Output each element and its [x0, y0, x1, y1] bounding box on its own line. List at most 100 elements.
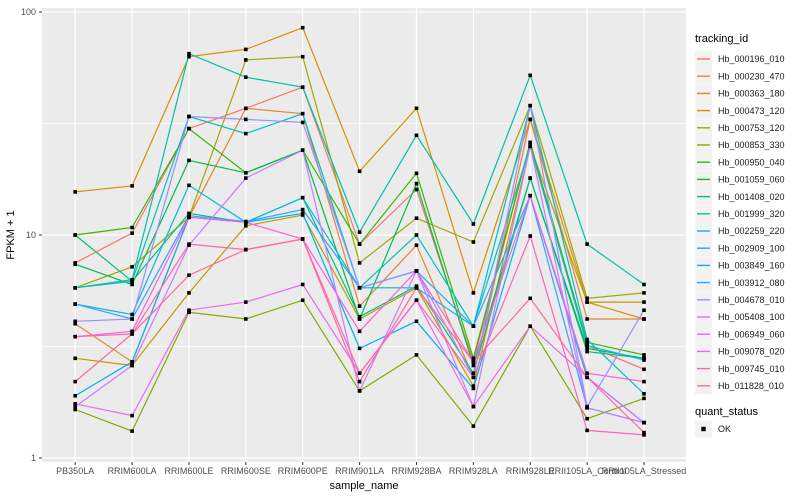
- data-point: [357, 317, 362, 321]
- legend-label: Hb_001408_020: [718, 192, 785, 202]
- legend-label: Hb_000230_470: [718, 71, 785, 81]
- legend-label: Hb_011828_010: [718, 381, 784, 391]
- data-point: [471, 222, 476, 226]
- legend-label: Hb_009078_020: [718, 347, 785, 357]
- data-point: [585, 416, 589, 421]
- data-point: [187, 211, 191, 216]
- legend-label: Hb_005408_100: [718, 312, 785, 322]
- legend-label: Hb_009745_010: [718, 364, 785, 374]
- data-point: [585, 375, 589, 380]
- data-point: [73, 262, 77, 266]
- data-point: [130, 329, 134, 334]
- data-point: [528, 234, 532, 238]
- y-tick-label: 100: [21, 7, 36, 17]
- data-point: [130, 429, 134, 433]
- data-point: [642, 300, 646, 304]
- data-point: [528, 176, 532, 180]
- data-point: [187, 273, 191, 277]
- data-point: [244, 317, 248, 321]
- x-tick-label: PB350LA: [56, 466, 94, 476]
- data-point: [357, 230, 362, 234]
- data-point: [300, 237, 305, 241]
- legend-label: Hb_003849_160: [718, 261, 785, 271]
- data-point: [471, 291, 476, 295]
- data-point: [528, 296, 532, 301]
- data-point: [414, 106, 419, 111]
- data-point: [73, 379, 77, 384]
- data-point: [300, 85, 305, 89]
- data-point: [471, 386, 476, 391]
- data-point: [73, 321, 77, 326]
- x-tick-label: RRIM600LA: [108, 466, 157, 476]
- legend-label: Hb_004678_010: [718, 295, 785, 305]
- y-tick-label: 1: [31, 453, 36, 463]
- data-point: [585, 428, 589, 433]
- data-point: [244, 75, 248, 79]
- data-point: [414, 171, 419, 176]
- data-point: [73, 402, 77, 406]
- data-point: [585, 371, 589, 375]
- legend-label: Hb_000950_040: [718, 157, 785, 167]
- data-point: [300, 54, 305, 59]
- data-point: [244, 171, 248, 175]
- data-point: [300, 282, 305, 287]
- data-point: [528, 144, 532, 149]
- data-point: [244, 247, 248, 252]
- data-point: [300, 298, 305, 302]
- data-point: [130, 279, 134, 284]
- data-point: [642, 379, 646, 384]
- x-tick-label: RRIM928LE: [506, 466, 555, 476]
- data-point: [642, 358, 646, 362]
- data-point: [357, 314, 362, 319]
- data-point: [73, 394, 77, 398]
- data-point: [642, 317, 646, 321]
- data-point: [187, 126, 191, 131]
- legend-label: Hb_001999_320: [718, 209, 785, 219]
- data-point: [300, 207, 305, 212]
- data-point: [642, 420, 646, 425]
- data-point: [357, 242, 362, 246]
- data-point: [414, 133, 419, 138]
- data-point: [414, 181, 419, 186]
- data-point: [585, 337, 589, 342]
- legend-label: Hb_001059_060: [718, 175, 785, 185]
- data-point: [357, 286, 362, 290]
- data-point: [642, 282, 646, 287]
- data-point: [244, 176, 248, 180]
- data-point: [585, 340, 589, 345]
- data-point: [73, 404, 77, 409]
- x-tick-label: RRIM600SE: [221, 466, 271, 476]
- data-point: [73, 334, 77, 339]
- x-tick-label: RRIM600PE: [278, 466, 328, 476]
- x-tick-label: RRII105LA_Control: [548, 466, 626, 476]
- data-point: [73, 302, 77, 306]
- legend-label: Hb_002259_220: [718, 226, 785, 236]
- data-point: [187, 54, 191, 59]
- data-point: [357, 389, 362, 393]
- data-point: [642, 367, 646, 372]
- data-point: [73, 190, 77, 194]
- data-point: [471, 240, 476, 244]
- data-point: [244, 300, 248, 304]
- data-point: [585, 296, 589, 301]
- data-point: [244, 224, 248, 228]
- legend-label: Hb_006949_060: [718, 329, 785, 339]
- data-point: [642, 308, 646, 312]
- legend-label: OK: [718, 424, 731, 434]
- data-point: [357, 261, 362, 265]
- data-point: [414, 233, 419, 237]
- data-point: [471, 356, 476, 361]
- data-point: [187, 291, 191, 295]
- data-point: [528, 324, 532, 328]
- data-point: [187, 114, 191, 119]
- data-point: [585, 317, 589, 321]
- data-point: [130, 413, 134, 418]
- data-point: [357, 169, 362, 174]
- data-point: [244, 220, 248, 225]
- x-tick-label: RRIM600LE: [164, 466, 213, 476]
- data-point: [357, 346, 362, 351]
- data-point: [300, 195, 305, 200]
- data-point: [585, 343, 589, 348]
- x-tick-label: RRIM928BA: [391, 466, 441, 476]
